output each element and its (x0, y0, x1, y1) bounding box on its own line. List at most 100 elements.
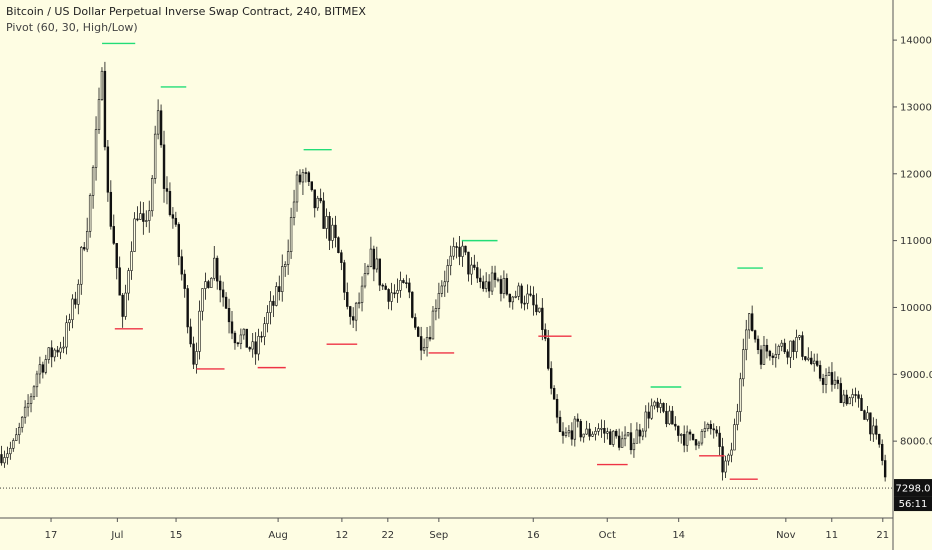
candle-body (384, 285, 387, 290)
candle-body (419, 336, 423, 351)
candle-body (275, 286, 278, 306)
candle-body (402, 280, 405, 283)
candle-body (396, 290, 399, 294)
candle-body (390, 292, 393, 302)
candle-body (461, 245, 464, 257)
candle-body (156, 110, 160, 135)
candle-body (298, 174, 302, 183)
candle-body (623, 434, 627, 440)
candle-body (85, 230, 89, 250)
x-tick-label: 17 (45, 530, 58, 541)
candle-body (747, 313, 751, 331)
candle-body (363, 273, 367, 287)
candle-body (334, 224, 337, 239)
candle-body (94, 129, 98, 168)
candle-body (626, 432, 630, 436)
candle-body (366, 266, 370, 274)
candle-body (671, 410, 674, 425)
candle-body (493, 272, 497, 280)
candle-body (771, 355, 775, 358)
x-tick-label: 22 (381, 530, 394, 541)
candle-body (821, 378, 825, 385)
candle-body (307, 172, 311, 182)
candle-body (221, 289, 225, 298)
candle-body (712, 428, 715, 431)
candle-body (526, 293, 529, 304)
candle-body (145, 220, 148, 222)
candle-body (213, 257, 216, 279)
candle-body (65, 322, 68, 348)
candle-body (112, 226, 115, 244)
candle-body (210, 277, 213, 288)
candle-body (437, 293, 441, 309)
candle-body (482, 281, 485, 289)
labels-layer: 7298.0 56:11 (0, 479, 932, 512)
candle-body (842, 394, 845, 404)
candle-body (133, 218, 136, 252)
candle-body (35, 373, 39, 388)
candle-body (74, 298, 77, 305)
candle-body (189, 326, 192, 345)
candle-body (612, 430, 615, 445)
y-tick-label: 14000.0 (900, 36, 932, 47)
candle-body (801, 335, 804, 357)
candle-body (165, 188, 169, 192)
candle-body (452, 246, 455, 257)
candle-body (446, 265, 449, 283)
candle-body (508, 293, 512, 303)
candle-body (529, 293, 532, 296)
candle-body (523, 302, 526, 305)
y-tick-label: 11000.0 (900, 236, 932, 247)
candle-body (195, 351, 198, 365)
candle-body (579, 421, 582, 438)
candle-body (532, 294, 535, 306)
candle-body (724, 460, 727, 473)
candle-body (177, 224, 181, 257)
candle-body (597, 428, 600, 432)
candle-body (216, 257, 219, 282)
candle-body (71, 298, 74, 321)
candle-body (715, 429, 718, 434)
candle-body (301, 172, 305, 183)
candle-body (606, 431, 609, 434)
candle-body (848, 397, 851, 405)
candle-body (638, 429, 642, 437)
candle-body (254, 341, 257, 355)
candle-body (97, 99, 101, 130)
indicator-title[interactable]: Pivot (60, 30, High/Low) (6, 21, 138, 34)
pivots-layer (102, 42, 763, 480)
candle-body (505, 278, 509, 295)
candle-body (813, 360, 816, 365)
candle-body (520, 285, 523, 304)
candle-body (26, 403, 30, 408)
candle-body (798, 335, 801, 338)
candle-body (56, 349, 59, 353)
candle-body (29, 396, 33, 404)
candle-body (697, 442, 701, 446)
candle-body (547, 338, 550, 369)
candle-body (186, 288, 189, 328)
candle-body (343, 262, 346, 293)
candle-body (470, 264, 473, 275)
candle-body (47, 347, 50, 360)
symbol-title[interactable]: Bitcoin / US Dollar Perpetual Inverse Sw… (6, 5, 366, 18)
candle-body (824, 375, 828, 385)
candle-body (653, 401, 656, 407)
candle-body (387, 289, 390, 302)
candle-body (632, 442, 636, 451)
candle-body (552, 388, 556, 400)
candle-body (860, 398, 863, 411)
candle-body (727, 454, 730, 462)
candle-body (615, 430, 618, 437)
candle-body (313, 189, 316, 209)
candle-body (544, 329, 547, 339)
candle-body (691, 433, 695, 440)
candle-body (431, 310, 435, 340)
candle-body (514, 296, 517, 298)
candle-body (192, 343, 195, 365)
candle-body (449, 255, 452, 266)
candle-body (340, 252, 343, 263)
candle-body (316, 197, 319, 209)
candle-body (585, 428, 588, 435)
